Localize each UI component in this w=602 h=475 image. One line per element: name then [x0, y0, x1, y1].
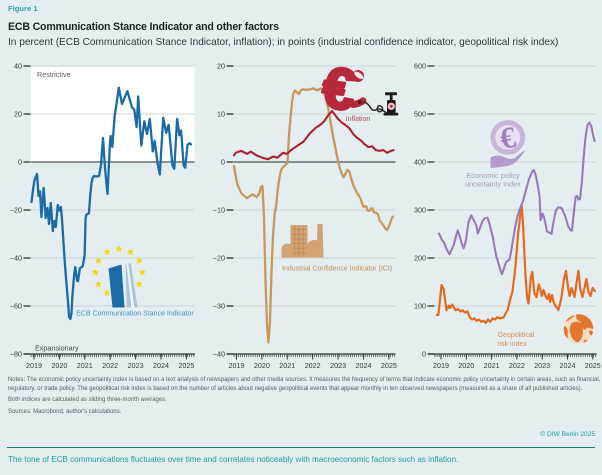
- svg-text:2023: 2023: [534, 361, 550, 370]
- svg-text:2020: 2020: [254, 361, 270, 370]
- svg-text:2020: 2020: [458, 361, 474, 370]
- svg-text:−10: −10: [213, 206, 225, 215]
- svg-text:20: 20: [217, 62, 225, 71]
- svg-text:2025: 2025: [585, 361, 601, 370]
- svg-text:2019: 2019: [26, 361, 42, 370]
- svg-text:−20: −20: [10, 206, 22, 215]
- svg-text:2020: 2020: [51, 361, 67, 370]
- svg-text:200: 200: [414, 254, 426, 263]
- svg-text:0: 0: [221, 158, 225, 167]
- svg-text:Inflation: Inflation: [346, 116, 371, 123]
- svg-text:ECB Communication Stance Indic: ECB Communication Stance Indicator: [76, 311, 194, 318]
- svg-text:2025: 2025: [178, 361, 194, 370]
- svg-text:€: €: [498, 121, 519, 156]
- svg-text:2019: 2019: [229, 361, 245, 370]
- svg-text:10: 10: [217, 110, 225, 119]
- svg-text:2024: 2024: [560, 361, 576, 370]
- svg-text:−80: −80: [10, 350, 22, 359]
- svg-text:600: 600: [414, 62, 426, 71]
- svg-text:2023: 2023: [128, 361, 144, 370]
- svg-text:2022: 2022: [102, 361, 118, 370]
- svg-text:Industrial Confidence Indicato: Industrial Confidence Indicator (ICI): [282, 266, 392, 273]
- svg-text:−40: −40: [10, 254, 22, 263]
- svg-text:−40: −40: [213, 350, 225, 359]
- svg-text:2022: 2022: [509, 361, 525, 370]
- svg-text:2021: 2021: [77, 361, 93, 370]
- svg-text:0: 0: [422, 350, 426, 359]
- svg-text:2022: 2022: [305, 361, 321, 370]
- svg-text:€: €: [319, 55, 359, 123]
- svg-text:20: 20: [14, 110, 22, 119]
- svg-text:Restrictive: Restrictive: [37, 70, 71, 79]
- svg-text:500: 500: [414, 110, 426, 119]
- svg-text:Expansionary: Expansionary: [35, 344, 79, 353]
- svg-text:2021: 2021: [484, 361, 500, 370]
- svg-text:2023: 2023: [330, 361, 346, 370]
- svg-text:40: 40: [14, 62, 22, 71]
- svg-text:0: 0: [18, 158, 22, 167]
- svg-text:−20: −20: [213, 254, 225, 263]
- svg-text:400: 400: [414, 158, 426, 167]
- svg-text:2024: 2024: [153, 361, 169, 370]
- svg-text:2021: 2021: [279, 361, 295, 370]
- svg-text:Economic policy: Economic policy: [466, 171, 520, 180]
- svg-text:uncertainty index: uncertainty index: [465, 179, 521, 188]
- svg-text:2024: 2024: [356, 361, 372, 370]
- svg-text:2019: 2019: [433, 361, 449, 370]
- svg-text:risk index: risk index: [497, 341, 527, 348]
- svg-text:2025: 2025: [381, 361, 397, 370]
- svg-text:100: 100: [414, 302, 426, 311]
- svg-text:−60: −60: [10, 302, 22, 311]
- svg-text:300: 300: [414, 206, 426, 215]
- svg-text:Geopolitical: Geopolitical: [498, 332, 535, 339]
- svg-text:−30: −30: [213, 302, 225, 311]
